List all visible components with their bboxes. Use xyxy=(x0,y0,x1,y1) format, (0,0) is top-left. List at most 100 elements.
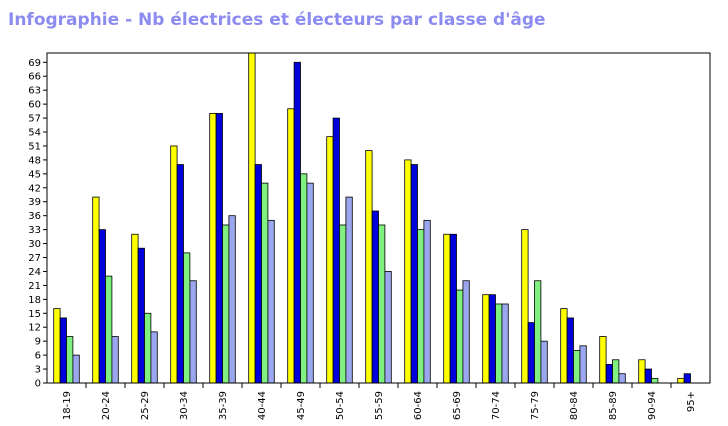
bar xyxy=(339,224,347,384)
y-tick-label: 45 xyxy=(28,169,41,180)
bar xyxy=(144,312,152,384)
x-category-label: 30-34 xyxy=(179,391,190,420)
x-category-label: 90-94 xyxy=(647,391,658,420)
y-tick-label: 24 xyxy=(28,267,41,278)
y-tick-label: 39 xyxy=(28,197,41,208)
bar xyxy=(410,164,418,384)
bar xyxy=(306,182,314,384)
bar xyxy=(222,224,230,384)
bar xyxy=(534,280,542,384)
chart-title: Infographie - Nb électrices et électeurs… xyxy=(8,10,546,30)
bar xyxy=(384,271,392,384)
bar xyxy=(488,294,496,384)
bar xyxy=(326,136,334,384)
plot-border xyxy=(46,52,711,384)
y-tick-label: 6 xyxy=(35,351,41,362)
y-tick-label: 9 xyxy=(35,337,41,348)
bar xyxy=(293,61,301,384)
x-category-label: 20-24 xyxy=(101,391,112,420)
y-tick-label: 21 xyxy=(28,281,41,292)
bar xyxy=(66,336,74,384)
bar xyxy=(456,289,464,384)
bar xyxy=(261,182,269,384)
bar xyxy=(131,233,139,384)
bar xyxy=(573,350,581,384)
y-tick-label: 15 xyxy=(28,309,41,320)
bar xyxy=(170,145,178,384)
y-tick-label: 33 xyxy=(28,225,41,236)
y-tick-label: 36 xyxy=(28,211,41,222)
bar xyxy=(371,210,379,384)
y-tick-label: 0 xyxy=(35,379,41,390)
bar xyxy=(618,373,626,384)
bar xyxy=(300,173,308,384)
x-category-label: 40-44 xyxy=(257,391,268,420)
bar xyxy=(137,247,145,384)
bar xyxy=(92,196,100,384)
x-category-label: 65-69 xyxy=(452,391,463,420)
bar xyxy=(638,359,646,384)
y-tick-label: 42 xyxy=(28,183,41,194)
bar xyxy=(566,317,574,384)
y-tick-label: 12 xyxy=(28,323,41,334)
bar xyxy=(404,159,412,384)
bar xyxy=(189,280,197,384)
bar xyxy=(98,229,106,384)
bar xyxy=(105,275,113,384)
bar xyxy=(183,252,191,384)
bar xyxy=(215,113,223,384)
y-tick-label: 51 xyxy=(28,141,41,152)
y-tick-label: 54 xyxy=(28,128,41,139)
bar xyxy=(644,368,652,384)
bar xyxy=(449,233,457,384)
bar xyxy=(228,215,236,384)
y-tick-label: 27 xyxy=(28,253,41,264)
bar xyxy=(540,340,548,384)
bar xyxy=(176,164,184,384)
y-tick-label: 3 xyxy=(35,365,41,376)
bar xyxy=(482,294,490,384)
bar xyxy=(579,345,587,384)
bar xyxy=(501,303,509,384)
bar xyxy=(417,229,425,384)
y-tick-label: 69 xyxy=(28,58,41,69)
bar xyxy=(209,113,217,384)
bar xyxy=(59,317,67,384)
x-category-label: 18-19 xyxy=(62,391,73,420)
x-category-label: 55-59 xyxy=(374,391,385,420)
x-category-label: 60-64 xyxy=(413,391,424,420)
bar xyxy=(443,233,451,384)
y-tick-label: 48 xyxy=(28,155,41,166)
bar xyxy=(378,224,386,384)
x-category-label: 35-39 xyxy=(218,391,229,420)
bar xyxy=(332,117,340,384)
bar xyxy=(150,331,158,384)
bar xyxy=(605,364,613,384)
x-category-label: 80-84 xyxy=(569,391,580,420)
bar xyxy=(365,150,373,384)
bar xyxy=(248,52,256,384)
y-tick-label: 63 xyxy=(28,86,41,97)
bar xyxy=(677,377,685,384)
plot-frame xyxy=(46,52,711,384)
bar xyxy=(345,196,353,384)
x-axis: 18-19 20-24 25-29 30-34 35-39 40-44 45-49 50-54… xyxy=(62,383,697,420)
bar xyxy=(560,308,568,384)
x-category-label: 45-49 xyxy=(296,391,307,420)
bar xyxy=(612,359,620,384)
bar xyxy=(495,303,503,384)
bar xyxy=(462,280,470,384)
bar xyxy=(267,219,275,384)
bar xyxy=(111,336,119,384)
y-axis: 0369121518212427303336394245485154576063… xyxy=(28,58,47,390)
bar xyxy=(287,108,295,384)
y-tick-label: 18 xyxy=(28,295,41,306)
bars-group xyxy=(53,52,691,384)
bar xyxy=(72,354,80,384)
bar xyxy=(599,336,607,384)
bar xyxy=(254,164,262,384)
x-category-label: 50-54 xyxy=(335,391,346,420)
x-category-label: 75-79 xyxy=(530,391,541,420)
y-tick-label: 30 xyxy=(28,239,41,250)
